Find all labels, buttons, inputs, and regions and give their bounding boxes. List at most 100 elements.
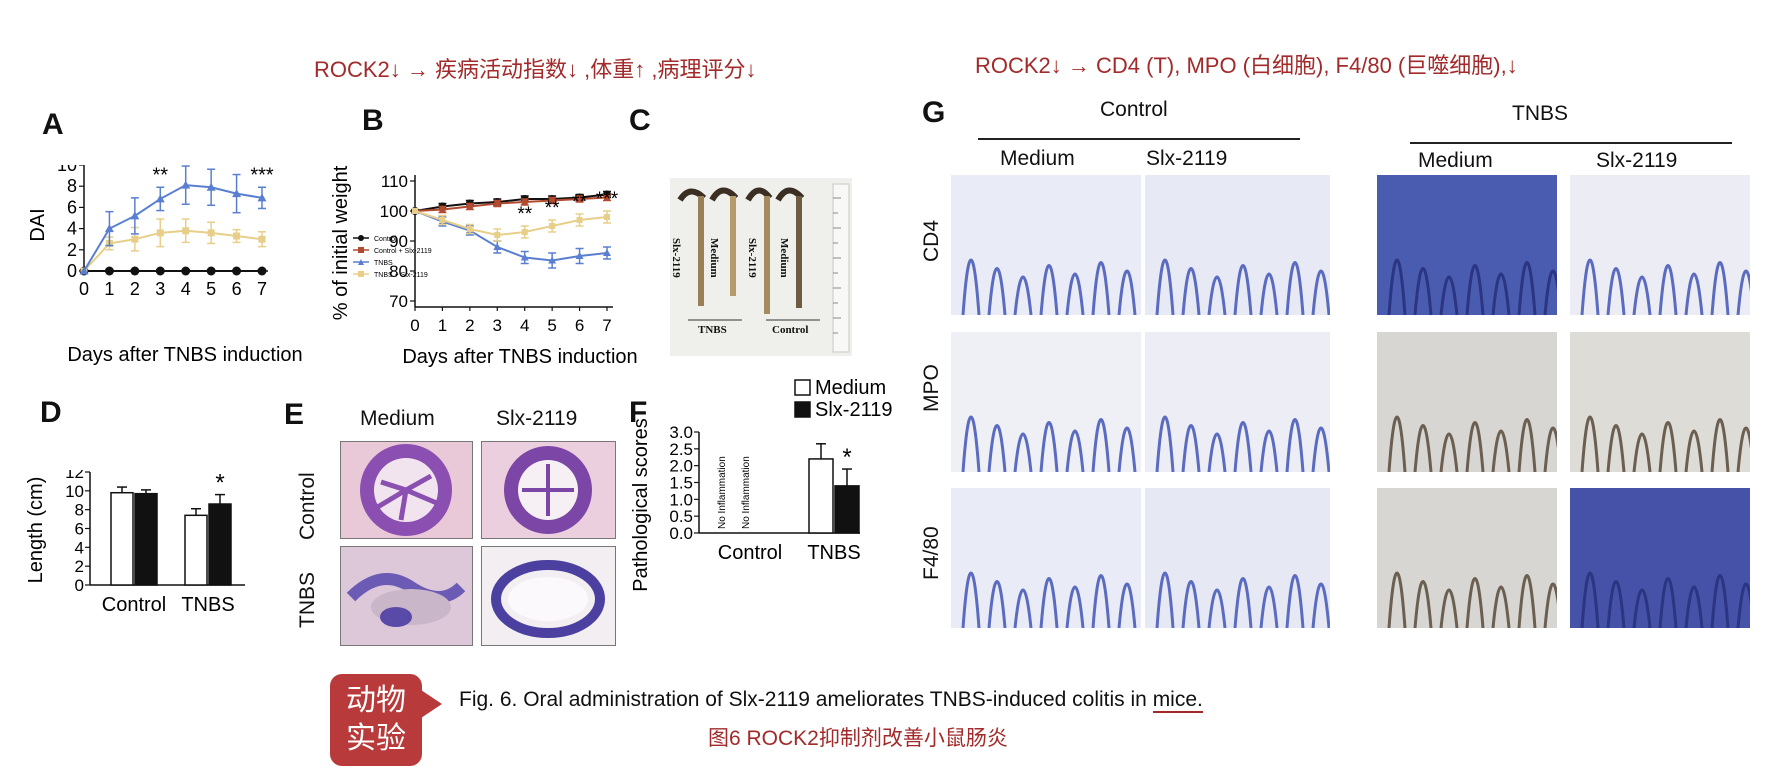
e-row-tnbs: TNBS [296,571,319,628]
tissue-crypt [1387,415,1407,472]
g-image-f480-tnbs-medium [1377,488,1557,628]
tissue-crypt [1065,429,1085,472]
tissue-crypt [961,258,981,315]
tissue-crypt [1736,269,1750,315]
g-row-f480: F4/80 [920,526,943,580]
badge-line-1: 动物 [346,684,406,717]
tissue-crypt [1543,269,1557,315]
tissue-crypt [1632,275,1652,315]
y-tick-label: 110 [381,172,408,191]
g-image-f480-control-medium [951,488,1141,628]
data-point [576,217,583,223]
y-tick-label: 70 [389,292,408,311]
x-tick-label: 0 [79,279,89,299]
tissue-crypt [1439,588,1459,628]
y-tick-label: 80 [389,262,408,281]
tissue-crypt [1580,415,1600,472]
e-image-tnbs-medium [340,546,473,646]
data-point [576,196,583,202]
colon-label-1: Slx-2119 [670,238,682,278]
x-tick-label: 0 [410,316,419,335]
tissue-crypt [1155,258,1175,315]
x-tick-label: 4 [520,316,529,335]
panel-label-a: A [42,108,64,141]
tissue-crypt [1465,577,1485,628]
data-point [181,180,191,189]
header-right: ROCK2↓ → CD4 (T), MPO (白细胞), F4/80 (巨噬细胞… [975,53,1518,78]
y-tick-label: 8 [75,501,84,520]
data-point [206,182,216,191]
data-point [520,253,529,261]
legend-label: Control + Slx-2119 [374,248,432,255]
tissue-crypt [1013,588,1033,628]
x-tick-label: 6 [575,316,584,335]
tissue-crypt [1311,582,1330,628]
panel-label-b: B [362,104,384,137]
data-point [104,266,114,276]
y-axis-label: Length (cm) [25,477,47,584]
data-point [156,229,164,237]
significance-mark: *** [250,165,274,186]
g-control-underline [978,138,1300,140]
data-point [604,214,610,220]
x-tick-label: 3 [493,316,502,335]
data-point [549,223,556,229]
tissue-crypt [1413,580,1433,628]
data-point [548,256,557,264]
tissue-crypt [1207,588,1227,628]
tissue-crypt [1259,429,1279,472]
data-point [206,266,216,276]
g-col-slx-1: Slx-2119 [1146,147,1228,170]
tissue-crypt [1517,261,1537,315]
tissue-crypt [987,424,1007,472]
e-row-control: Control [296,472,319,540]
y-tick-label: 3.0 [669,423,693,442]
y-tick-label: 10 [57,165,77,175]
legend-marker [358,271,364,277]
g-col-medium-2: Medium [1418,149,1493,172]
tissue-crypt [1233,264,1253,315]
panel-label-e: E [284,398,305,431]
data-point [182,227,190,235]
significance-mark: ** [203,165,219,168]
legend-swatch [794,379,811,396]
data-point [549,197,556,204]
x-axis-label: Days after TNBS induction [67,344,302,366]
data-point [521,199,528,205]
tissue-crypt [1606,580,1626,628]
y-tick-label: 2 [75,557,84,576]
y-axis-label: Pathological scores [630,418,652,591]
figure-caption-en: Fig. 6. Oral administration of Slx-2119 … [459,688,1203,713]
data-point [521,229,528,235]
series-line [83,229,263,272]
y-tick-label: 2 [67,240,77,260]
g-row-mpo: MPO [920,364,943,412]
bar [110,491,134,586]
data-point [130,211,140,220]
bar [208,503,232,586]
tissue-crypt [1491,429,1511,472]
g-image-mpo-tnbs-slx [1570,332,1750,472]
tissue-crypt [1039,577,1059,628]
colon-group-control: Control [772,324,809,336]
g-image-cd4-control-slx [1145,175,1330,315]
tissue-crypt [1207,275,1227,315]
caption-en-text: Fig. 6. Oral administration of Slx-2119 … [459,688,1153,711]
tissue-crypt [1684,429,1704,472]
legend-marker [358,259,364,265]
g-image-cd4-tnbs-slx [1570,175,1750,315]
data-point [257,266,267,276]
tissue-crypt [1684,585,1704,628]
tissue-crypt [1039,264,1059,315]
tissue-crypt [1606,267,1626,315]
tissue-crypt [1181,424,1201,472]
chart-f-pathology: 0.00.51.01.52.02.53.0 Pathological scores… [630,377,892,592]
tissue-crypt [1517,574,1537,628]
y-tick-label: 4 [75,538,84,557]
y-axis-label: % of initial weight [330,165,352,320]
figure-caption-zh: 图6 ROCK2抑制剂改善小鼠肠炎 [708,727,1008,750]
x-tick-label: 5 [206,279,216,299]
tissue-crypt [1065,585,1085,628]
significance-mark: ** [229,165,245,174]
significance-mark: ** [152,165,168,186]
